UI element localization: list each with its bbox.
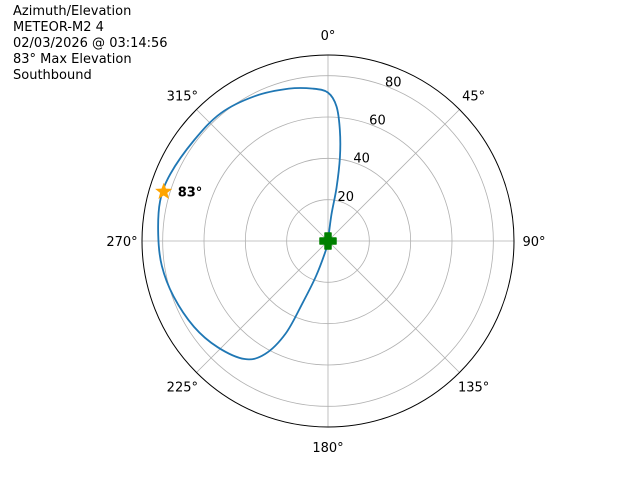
theta-tick-label: 315° (167, 89, 198, 104)
theta-tick-label: 225° (167, 381, 198, 396)
r-tick-label: 80 (385, 75, 402, 90)
title-line-5: Southbound (13, 68, 92, 83)
chart-title: Azimuth/Elevation METEOR-M2 4 02/03/2026… (13, 4, 168, 84)
theta-tick-label: 45° (462, 89, 485, 104)
theta-tick-label: 0° (321, 29, 336, 44)
theta-grid-line (327, 240, 460, 373)
max-elevation-label: 83° (178, 186, 203, 201)
theta-tick-label: 270° (106, 235, 137, 250)
r-tick-label: 20 (338, 190, 355, 205)
title-line-1: Azimuth/Elevation (13, 4, 132, 19)
theta-tick-label: 135° (458, 381, 489, 396)
start-plus-marker-icon (319, 232, 337, 250)
theta-grid-line (196, 240, 329, 373)
theta-grid-line (196, 109, 329, 242)
theta-tick-label: 180° (312, 441, 343, 456)
polar-frame (141, 54, 515, 428)
title-line-4: 83° Max Elevation (13, 52, 132, 67)
theta-tick-label: 90° (522, 235, 545, 250)
r-tick-label: 40 (353, 152, 370, 167)
r-tick-label: 60 (369, 113, 386, 128)
title-line-2: METEOR-M2 4 (13, 20, 104, 35)
title-line-3: 02/03/2026 @ 03:14:56 (13, 36, 168, 51)
max-elevation-star-icon (155, 182, 173, 199)
theta-grid-line (327, 109, 460, 242)
pass-track-line (157, 87, 342, 361)
